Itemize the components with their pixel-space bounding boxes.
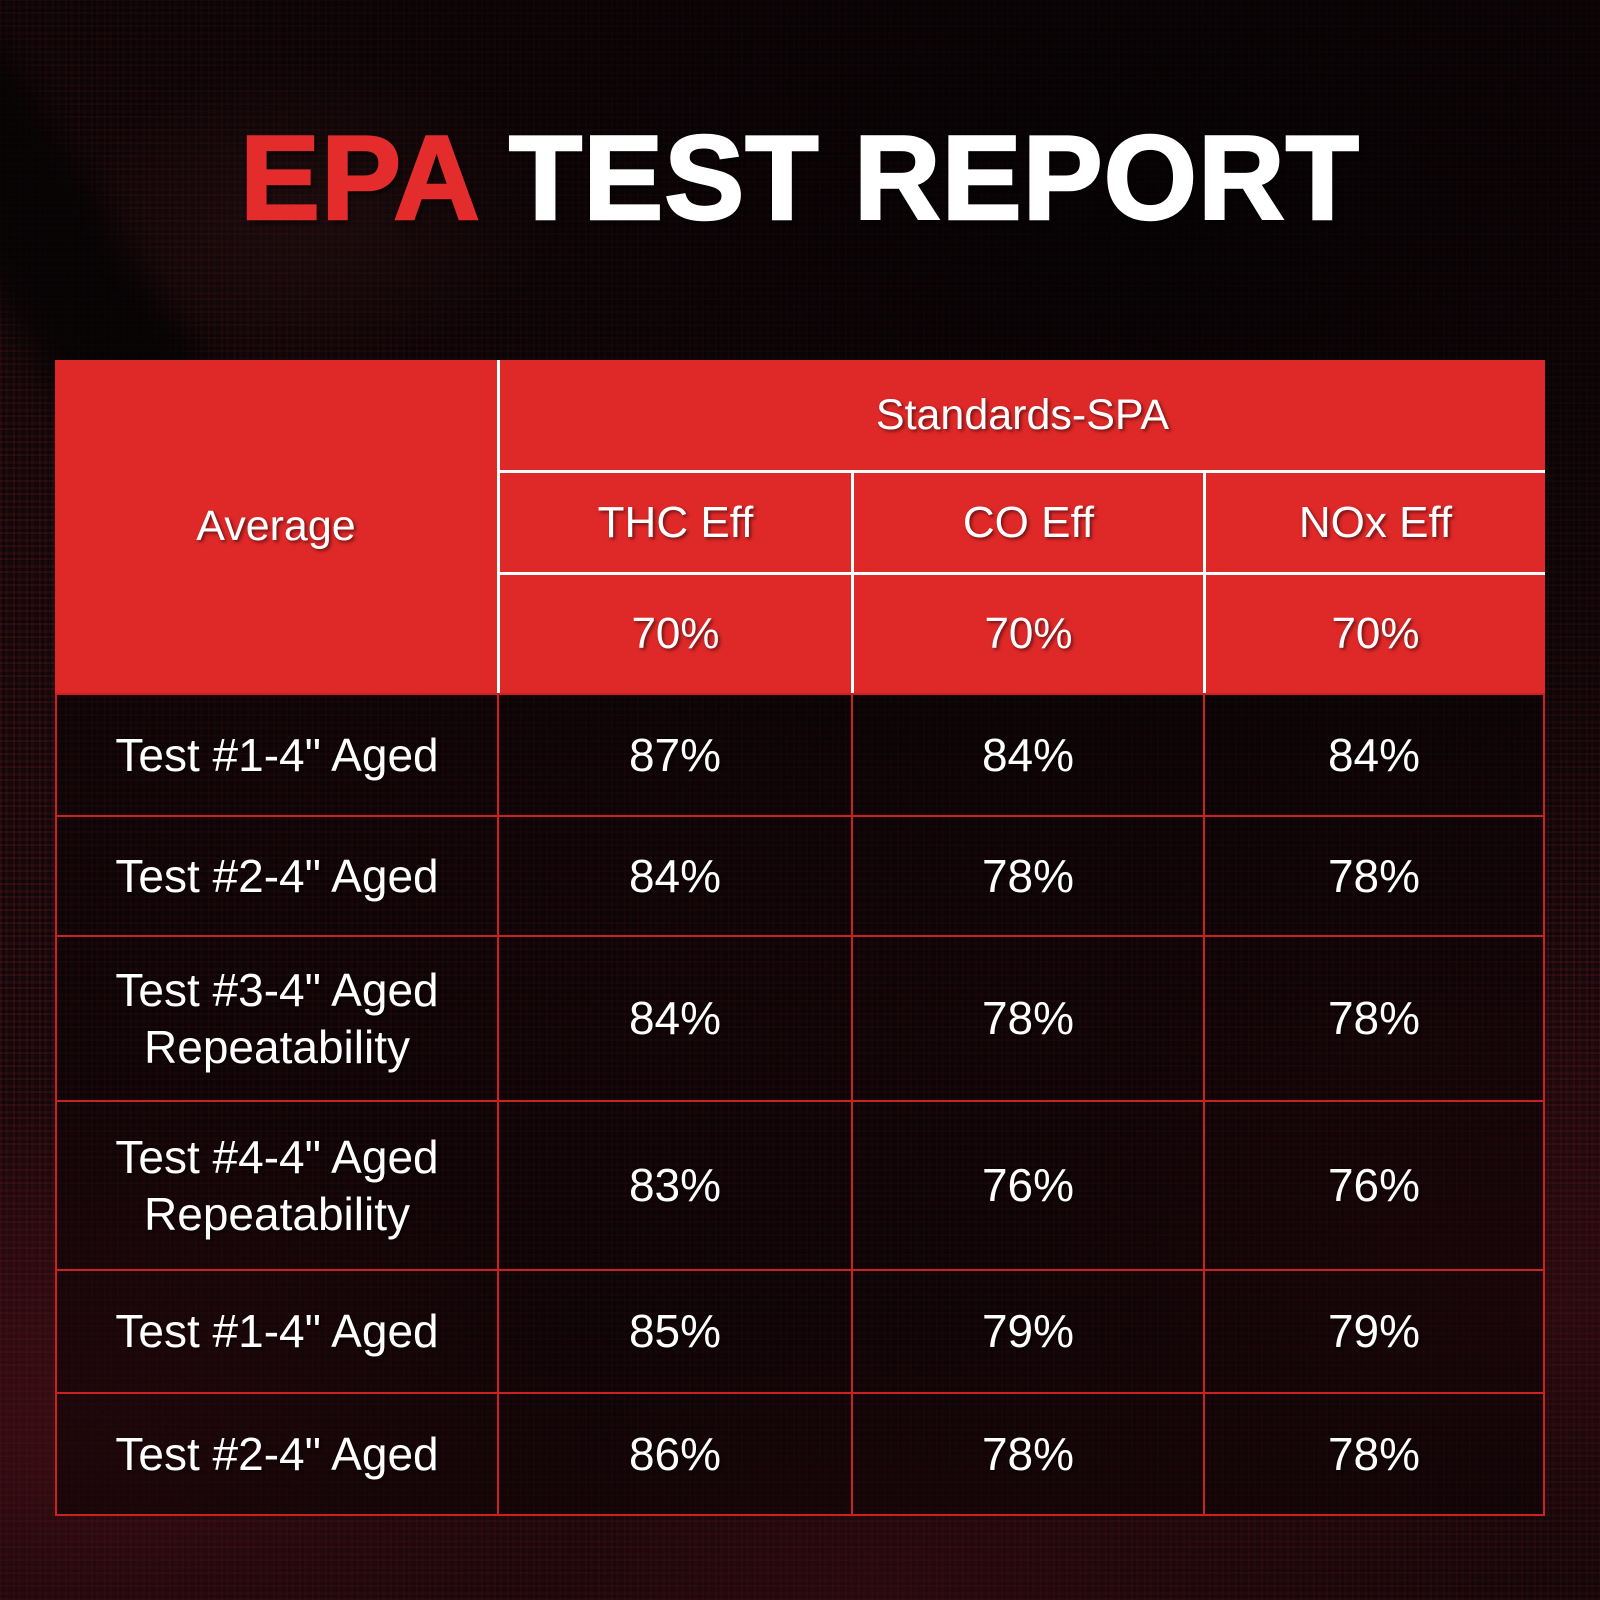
column-header-co-eff: CO Eff xyxy=(851,470,1203,572)
row-label: Test #2-4" Aged xyxy=(55,1392,497,1516)
cell-value: 78% xyxy=(851,935,1203,1100)
row-label: Test #4-4" Aged Repeatability xyxy=(55,1100,497,1269)
cell-value: 84% xyxy=(497,815,851,935)
standard-nox: 70% xyxy=(1203,572,1545,693)
cell-value: 84% xyxy=(851,693,1203,815)
cell-value: 78% xyxy=(1203,815,1545,935)
epa-test-report-table: Average Standards-SPA THC Eff CO Eff NOx… xyxy=(55,360,1545,1516)
row-label: Test #3-4" Aged Repeatability xyxy=(55,935,497,1100)
row-label: Test #1-4" Aged xyxy=(55,693,497,815)
cell-value: 84% xyxy=(497,935,851,1100)
cell-value: 83% xyxy=(497,1100,851,1269)
cell-value: 79% xyxy=(851,1269,1203,1392)
standard-co: 70% xyxy=(851,572,1203,693)
cell-value: 78% xyxy=(1203,935,1545,1100)
cell-value: 78% xyxy=(851,815,1203,935)
cell-value: 76% xyxy=(1203,1100,1545,1269)
group-header-standards-spa: Standards-SPA xyxy=(497,360,1545,470)
cell-value: 87% xyxy=(497,693,851,815)
row-label: Test #2-4" Aged xyxy=(55,815,497,935)
page-title-highlight: EPA xyxy=(239,111,481,245)
cell-value: 86% xyxy=(497,1392,851,1516)
page-title-rest: TEST REPORT xyxy=(508,111,1361,245)
row-label: Test #1-4" Aged xyxy=(55,1269,497,1392)
standard-thc: 70% xyxy=(497,572,851,693)
cell-value: 78% xyxy=(1203,1392,1545,1516)
column-header-nox-eff: NOx Eff xyxy=(1203,470,1545,572)
cell-value: 76% xyxy=(851,1100,1203,1269)
cell-value: 78% xyxy=(851,1392,1203,1516)
page-title: EPA TEST REPORT xyxy=(0,117,1600,240)
cell-value: 85% xyxy=(497,1269,851,1392)
cell-value: 79% xyxy=(1203,1269,1545,1392)
row-header-average: Average xyxy=(55,360,497,693)
column-header-thc-eff: THC Eff xyxy=(497,470,851,572)
cell-value: 84% xyxy=(1203,693,1545,815)
